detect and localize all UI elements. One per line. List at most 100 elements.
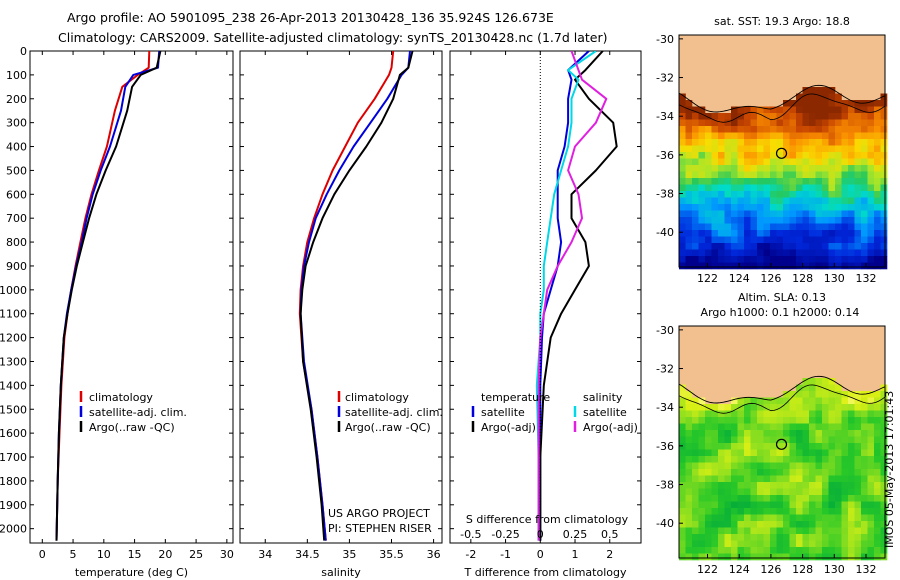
ocean-cell (861, 217, 868, 224)
ocean-cell (828, 553, 836, 561)
ocean-cell (737, 158, 745, 166)
ocean-cell (796, 384, 803, 392)
ocean-cell (692, 210, 699, 218)
ocean-cell (828, 397, 836, 405)
ocean-cell (692, 449, 699, 457)
ocean-cell (698, 540, 706, 548)
ocean-cell (789, 443, 797, 450)
ocean-cell (835, 384, 842, 392)
ocean-cell (828, 126, 836, 133)
ocean-cell (835, 462, 842, 470)
ocean-cell (796, 93, 803, 101)
ocean-cell (841, 547, 849, 554)
ocean-cell (750, 410, 758, 418)
ocean-cell (867, 462, 875, 470)
ocean-cell (763, 171, 771, 179)
ocean-cell (763, 456, 771, 463)
ocean-cell (841, 249, 849, 257)
ocean-cell (828, 423, 836, 431)
ocean-cell (776, 152, 784, 159)
ocean-cell (744, 210, 751, 218)
ocean-cell (744, 527, 751, 535)
legend-t-satellite-label: satellite (481, 406, 525, 419)
ocean-cell (757, 410, 764, 418)
ocean-cell (854, 508, 862, 515)
ocean-cell (724, 249, 732, 257)
ocean-cell (809, 430, 816, 437)
legend-title-salinity: salinity (583, 391, 623, 404)
ocean-cell (796, 410, 803, 418)
ocean-cell (796, 210, 803, 218)
ocean-cell (815, 378, 823, 385)
ocean-cell (757, 417, 764, 424)
ocean-cell (763, 223, 771, 231)
ocean-cell (822, 243, 829, 250)
ocean-cell (698, 547, 706, 554)
ocean-cell (835, 249, 842, 257)
ocean-cell (705, 236, 712, 244)
ocean-cell (835, 443, 842, 450)
ocean-cell (718, 262, 725, 270)
ocean-cell (685, 417, 693, 424)
ocean-cell (685, 204, 693, 211)
ocean-cell (848, 410, 855, 418)
y-tick-label: 1900 (0, 499, 27, 512)
ocean-cell (789, 514, 797, 522)
ocean-cell (731, 119, 738, 127)
ocean-cell (692, 436, 699, 444)
legend-s-satellite-label: satellite (583, 406, 627, 419)
ocean-cell (802, 553, 810, 561)
ocean-cell (731, 540, 738, 548)
ocean-cell (718, 527, 725, 535)
figure-title-line1: Argo profile: AO 5901095_238 26-Apr-2013… (67, 10, 554, 25)
ocean-cell (692, 404, 699, 411)
ocean-cell (679, 449, 686, 457)
legend-satellite-label: satellite-adj. clim. (89, 406, 187, 419)
ocean-cell (841, 553, 849, 561)
ocean-cell (705, 547, 712, 554)
ocean-cell (763, 443, 771, 450)
ocean-cell (809, 384, 816, 392)
ocean-cell (692, 249, 699, 257)
ocean-cell (809, 87, 816, 94)
ocean-cell (828, 508, 836, 515)
ocean-cell (861, 132, 868, 140)
ocean-cell (841, 397, 849, 405)
ocean-cell (718, 482, 725, 489)
ocean-cell (880, 178, 888, 185)
ocean-cell (789, 436, 797, 444)
ocean-cell (698, 495, 706, 502)
ocean-cell (731, 152, 738, 159)
ocean-cell (841, 236, 849, 244)
ocean-cell (861, 236, 868, 244)
ocean-cell (822, 482, 829, 489)
ocean-cell (867, 204, 875, 211)
x-tick-label: 25 (189, 548, 203, 561)
ocean-cell (809, 158, 816, 166)
ocean-cell (822, 553, 829, 561)
ocean-cell (783, 145, 790, 153)
ocean-cell (692, 514, 699, 522)
ocean-cell (692, 488, 699, 496)
ocean-cell (854, 475, 862, 483)
ocean-cell (750, 482, 758, 489)
ocean-cell (685, 106, 693, 114)
ocean-cell (737, 243, 745, 250)
ocean-cell (874, 534, 881, 541)
ocean-cell (861, 482, 868, 489)
ocean-cell (815, 171, 823, 179)
ocean-cell (711, 191, 719, 198)
ocean-cell (679, 93, 686, 101)
ocean-cell (757, 404, 764, 411)
ocean-cell (828, 378, 836, 385)
ocean-cell (783, 475, 790, 483)
ocean-cell (750, 139, 758, 146)
ocean-cell (802, 100, 810, 107)
ocean-cell (685, 126, 693, 133)
ocean-cell (854, 171, 862, 179)
x-tick-label: 0 (537, 548, 544, 561)
ocean-cell (770, 236, 777, 244)
ocean-cell (848, 495, 855, 502)
ocean-cell (763, 243, 771, 250)
ocean-cell (828, 145, 836, 153)
